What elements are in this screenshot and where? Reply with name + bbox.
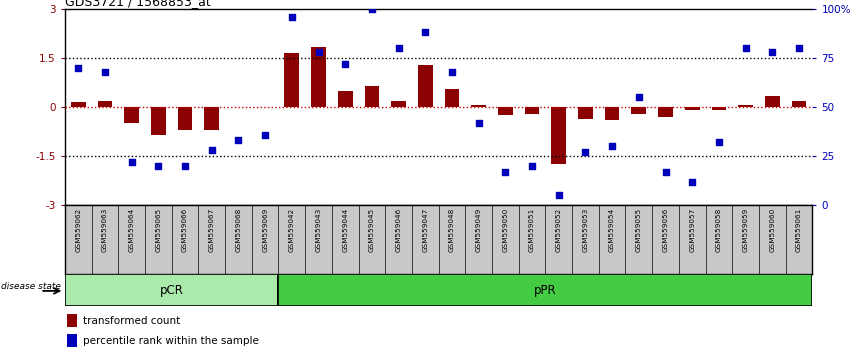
Point	[499, 169, 513, 175]
Text: GSM559054: GSM559054	[609, 207, 615, 252]
Bar	[338, 91, 352, 107]
Point	[792, 45, 806, 51]
Text: GSM559060: GSM559060	[769, 207, 775, 252]
Point	[685, 179, 699, 184]
Bar	[738, 105, 753, 107]
Text: GSM559045: GSM559045	[369, 207, 375, 252]
Point	[739, 45, 753, 51]
Point	[418, 30, 432, 35]
Text: GDS3721 / 1568853_at: GDS3721 / 1568853_at	[65, 0, 210, 8]
Bar	[765, 96, 779, 107]
Text: GSM559049: GSM559049	[475, 207, 481, 252]
Text: pPR: pPR	[534, 284, 557, 297]
Point	[552, 193, 565, 198]
Point	[766, 49, 779, 55]
Text: GSM559063: GSM559063	[102, 207, 108, 252]
Text: GSM559048: GSM559048	[449, 207, 455, 252]
Point	[71, 65, 85, 71]
Point	[525, 163, 539, 169]
Point	[98, 69, 112, 75]
Text: GSM559058: GSM559058	[716, 207, 722, 252]
Bar	[71, 102, 86, 107]
Text: pCR: pCR	[160, 284, 184, 297]
Bar	[279, 274, 812, 306]
Point	[391, 45, 405, 51]
Bar	[712, 107, 727, 110]
Point	[152, 163, 165, 169]
Text: transformed count: transformed count	[83, 315, 180, 326]
Text: GSM559055: GSM559055	[636, 207, 642, 252]
Point	[285, 14, 299, 19]
Bar	[658, 107, 673, 117]
Bar	[525, 107, 540, 114]
Point	[178, 163, 192, 169]
Point	[605, 144, 619, 149]
Point	[339, 61, 352, 67]
Bar	[685, 107, 700, 110]
Point	[312, 49, 326, 55]
Bar	[151, 107, 165, 135]
Point	[445, 69, 459, 75]
Text: GSM559065: GSM559065	[155, 207, 161, 252]
Text: disease state: disease state	[1, 282, 61, 291]
Text: GSM559068: GSM559068	[236, 207, 242, 252]
Point	[578, 149, 592, 155]
Text: GSM559053: GSM559053	[583, 207, 588, 252]
Text: GSM559066: GSM559066	[182, 207, 188, 252]
Bar	[578, 107, 592, 119]
Point	[658, 169, 672, 175]
Bar	[98, 101, 113, 107]
Bar	[552, 107, 566, 164]
Text: GSM559064: GSM559064	[129, 207, 135, 252]
Bar	[471, 105, 486, 107]
Text: GSM559067: GSM559067	[209, 207, 215, 252]
Bar	[67, 334, 77, 347]
Point	[632, 95, 646, 100]
Bar	[444, 89, 459, 107]
Bar	[65, 274, 279, 306]
Text: GSM559057: GSM559057	[689, 207, 695, 252]
Bar	[604, 107, 619, 120]
Bar	[67, 314, 77, 327]
Point	[125, 159, 139, 165]
Point	[472, 120, 486, 126]
Bar	[204, 107, 219, 130]
Point	[258, 132, 272, 137]
Bar	[178, 107, 192, 130]
Bar	[631, 107, 646, 114]
Point	[365, 6, 378, 12]
Text: GSM559062: GSM559062	[75, 207, 81, 252]
Bar	[125, 107, 139, 124]
Text: GSM559050: GSM559050	[502, 207, 508, 252]
Text: GSM559052: GSM559052	[556, 207, 562, 252]
Text: GSM559047: GSM559047	[423, 207, 429, 252]
Bar	[792, 101, 806, 107]
Bar	[311, 46, 326, 107]
Point	[231, 138, 245, 143]
Text: GSM559069: GSM559069	[262, 207, 268, 252]
Text: GSM559043: GSM559043	[315, 207, 321, 252]
Point	[712, 139, 726, 145]
Text: GSM559059: GSM559059	[742, 207, 748, 252]
Text: GSM559051: GSM559051	[529, 207, 535, 252]
Bar	[285, 53, 299, 107]
Bar	[365, 86, 379, 107]
Bar	[391, 101, 406, 107]
Text: GSM559061: GSM559061	[796, 207, 802, 252]
Bar	[498, 107, 513, 115]
Text: GSM559046: GSM559046	[396, 207, 402, 252]
Text: GSM559042: GSM559042	[289, 207, 294, 252]
Text: GSM559056: GSM559056	[662, 207, 669, 252]
Bar	[418, 64, 433, 107]
Text: percentile rank within the sample: percentile rank within the sample	[83, 336, 259, 346]
Point	[205, 148, 219, 153]
Text: GSM559044: GSM559044	[342, 207, 348, 252]
